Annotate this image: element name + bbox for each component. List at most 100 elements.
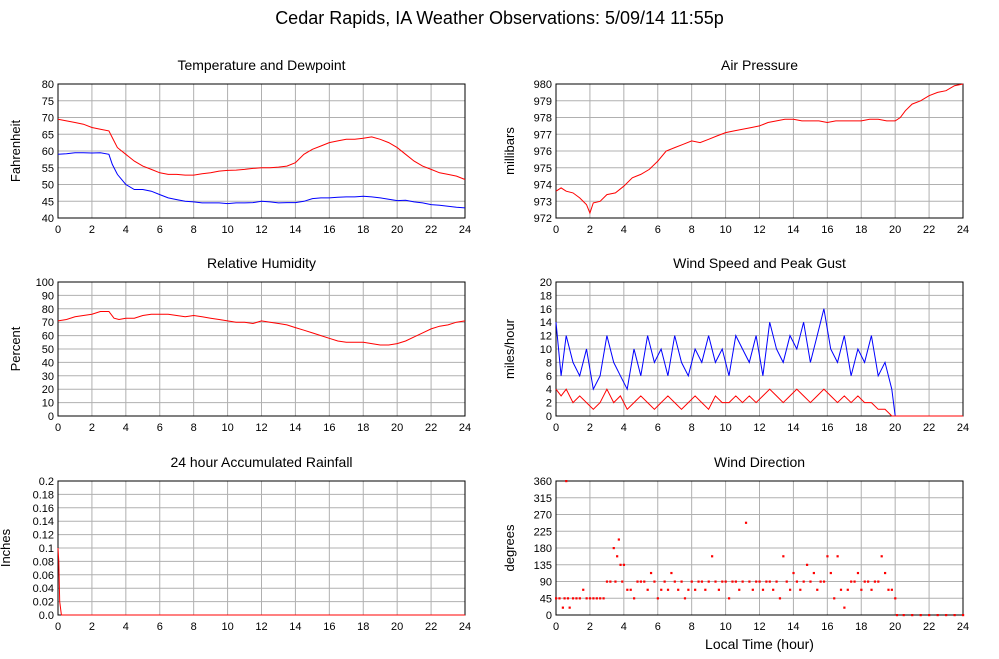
y-tick-label: 16 [540,304,552,316]
y-tick-label: 55 [42,163,54,175]
x-tick-label: 0 [55,422,61,434]
data-point [575,597,578,600]
data-point [588,597,592,600]
data-point [741,580,744,583]
data-point [711,555,714,558]
data-point [836,555,839,558]
x-tick-label: 6 [655,224,661,236]
data-point [856,571,860,575]
x-tick-label: 24 [459,422,471,434]
data-point [894,597,897,600]
data-point [748,580,751,583]
chart-panel-2: Air Pressure 972 973 974 975 976 977 978 979 980 0… [502,57,969,236]
data-point [853,580,856,583]
x-tick-label: 8 [689,224,695,236]
y-tick-label: 80 [42,304,54,316]
data-point [789,588,792,591]
data-point [839,588,843,591]
data-point [799,588,802,591]
x-tick-label: 24 [957,621,969,633]
data-point [714,580,717,583]
y-tick-label: 90 [540,577,552,589]
y-tick-label: 100 [36,277,54,289]
y-axis-label: miles/hour [502,318,517,379]
chart-panel-3: Relative Humidity01020304050607080901000… [8,255,471,434]
x-tick-label: 12 [255,621,267,633]
data-point [643,580,646,583]
data-point [775,580,778,583]
data-point [694,588,697,591]
y-tick-label: 20 [540,277,552,289]
x-tick-label: 22 [923,422,935,434]
data-point [683,597,687,600]
x-tick-label: 2 [587,224,593,236]
data-point [877,580,880,583]
data-point [670,571,673,575]
data-point [612,547,615,550]
y-tick-label: 2 [546,398,552,410]
y-tick-label: 40 [42,357,54,369]
data-point [656,597,659,600]
data-point [826,555,829,558]
x-tick-label: 24 [459,224,471,236]
y-tick-label: 45 [540,593,552,605]
y-axis-label: millibars [502,127,517,175]
data-point [717,588,720,591]
data-point [782,555,785,558]
x-tick-label: 14 [289,621,301,633]
y-tick-label: 978 [534,113,552,125]
data-point [680,580,683,583]
y-tick-label: 0.14 [33,516,54,528]
y-tick-label: 12 [540,331,552,343]
series-line-1 [57,118,466,180]
page-title: Cedar Rapids, IA Weather Observations: 5… [275,8,724,28]
data-point [822,580,826,583]
chart-panel-1: Temperature and Dewpoint4045505560657075… [8,57,471,236]
y-tick-label: 65 [42,129,54,141]
x-tick-label: 22 [425,224,437,236]
y-tick-label: 0 [546,411,552,423]
x-tick-label: 14 [787,224,799,236]
x-tick-label: 2 [89,422,95,434]
x-tick-label: 18 [855,422,867,434]
x-tick-label: 18 [357,422,369,434]
data-point [883,571,887,575]
data-point [690,580,693,583]
data-point [816,588,819,591]
y-axis-label: Fahrenheit [8,120,23,183]
y-axis-label: Inches [0,528,13,567]
series-line-2 [57,152,466,209]
x-tick-label: 10 [221,224,233,236]
data-point [605,580,609,583]
x-tick-label: 6 [157,422,163,434]
data-point [616,555,619,558]
data-point [639,580,642,583]
x-tick-label: 10 [719,621,731,633]
data-point [721,580,724,583]
y-tick-label: 14 [540,317,552,329]
data-point [555,597,558,600]
plot-frame [57,281,466,417]
data-point [617,538,620,541]
x-tick-label: 4 [621,422,627,434]
x-tick-label: 20 [889,422,901,434]
plot-frame [555,281,964,417]
data-point [744,521,748,524]
data-point [829,571,832,575]
x-tick-label: 10 [719,224,731,236]
y-tick-label: 60 [42,146,54,158]
y-tick-label: 977 [534,129,552,141]
data-point [867,580,870,583]
x-tick-label: 10 [719,422,731,434]
data-point [636,580,639,583]
x-tick-label: 16 [821,621,833,633]
x-tick-label: 8 [689,422,695,434]
x-axis-label: Local Time (hour) [705,636,814,652]
y-tick-label: 4 [546,384,552,396]
x-tick-label: 8 [191,224,197,236]
data-point [860,588,863,591]
data-point [809,580,812,583]
y-tick-label: 0 [48,411,54,423]
y-tick-label: 270 [534,510,552,522]
